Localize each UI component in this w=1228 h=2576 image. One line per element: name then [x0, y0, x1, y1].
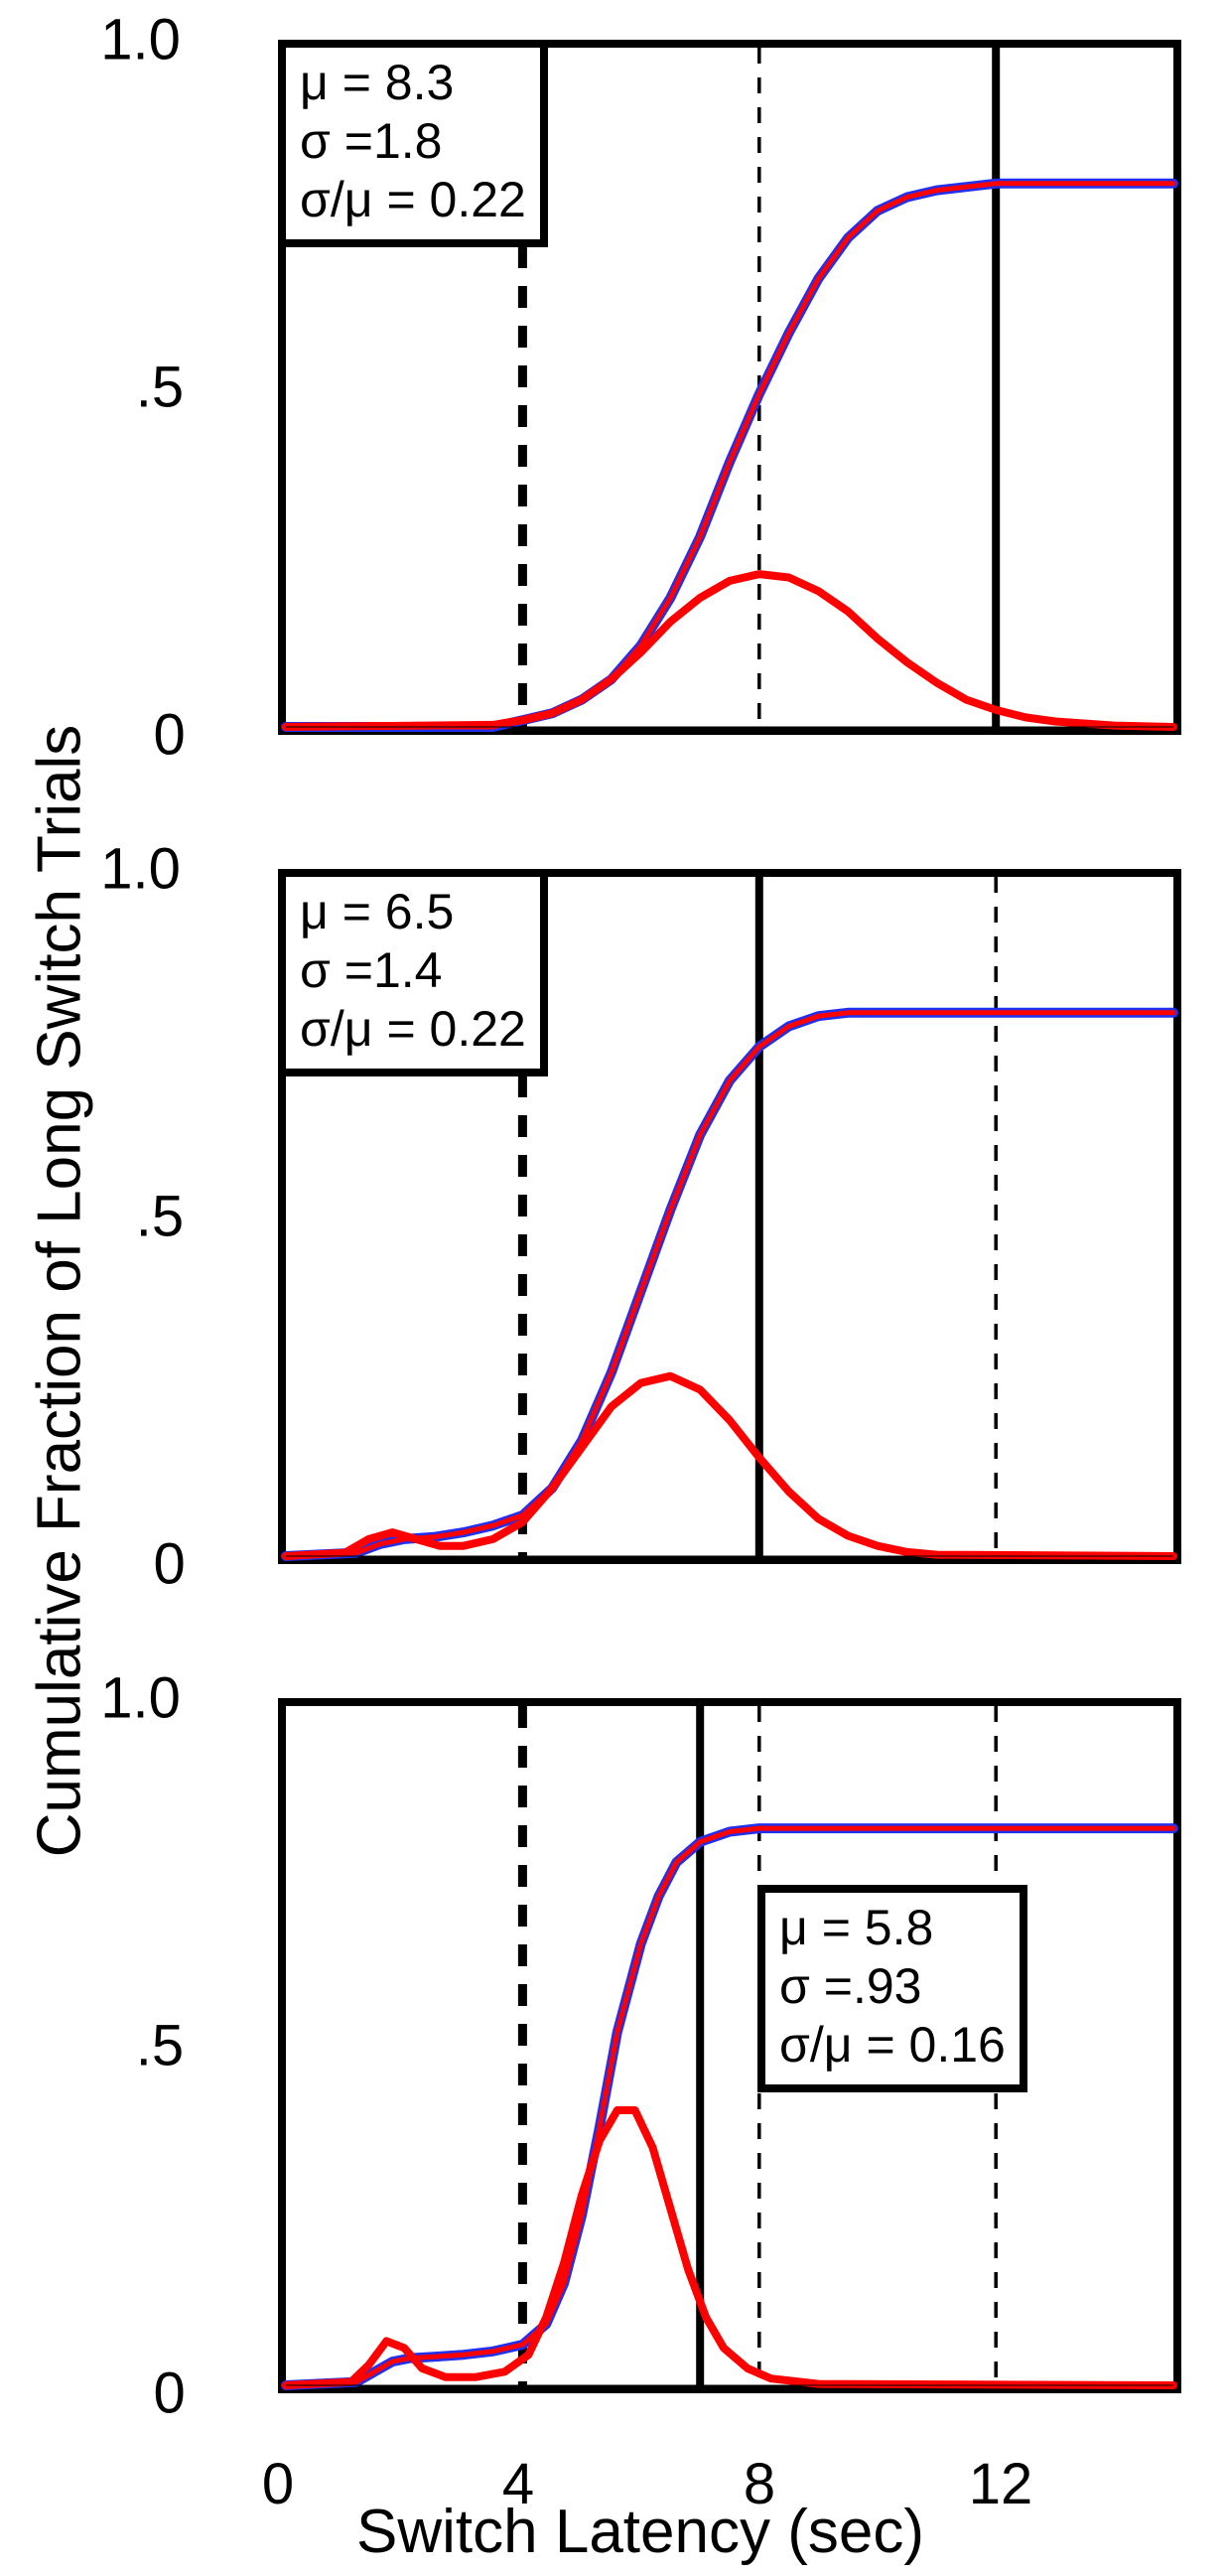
ytick: 1.0 [100, 836, 181, 903]
ytick: .5 [136, 355, 184, 421]
panel-2: 1.0 .5 0 μ = 6.5 σ =1.4 σ/μ = 0.22 [189, 859, 1191, 1614]
plot-area-1: μ = 8.3 σ =1.8 σ/μ = 0.22 [278, 40, 1181, 735]
stats-box-1: μ = 8.3 σ =1.8 σ/μ = 0.22 [278, 40, 548, 247]
stats-box-3: μ = 5.8 σ =.93 σ/μ = 0.16 [757, 1885, 1027, 2092]
stats-box-2: μ = 6.5 σ =1.4 σ/μ = 0.22 [278, 869, 548, 1076]
ytick: .5 [136, 1184, 184, 1250]
ytick: 0 [154, 1531, 186, 1598]
ytick: 1.0 [100, 1665, 181, 1732]
y-axis-label: Cumulative Fraction of Long Switch Trial… [25, 725, 95, 1858]
ytick: 1.0 [100, 7, 181, 73]
figure-container: Cumulative Fraction of Long Switch Trial… [69, 20, 1211, 2562]
stat-cv: σ/μ = 0.16 [779, 2016, 1006, 2075]
stat-mu: μ = 5.8 [779, 1899, 1006, 1957]
stat-sigma: σ =.93 [779, 1957, 1006, 2016]
stat-cv: σ/μ = 0.22 [300, 171, 526, 229]
stat-mu: μ = 8.3 [300, 54, 526, 112]
stat-sigma: σ =1.8 [300, 112, 526, 171]
stat-cv: σ/μ = 0.22 [300, 1000, 526, 1059]
plot-area-3: μ = 5.8 σ =.93 σ/μ = 0.16 [278, 1698, 1181, 2393]
xtick: 12 [969, 2451, 1033, 2517]
ytick: 0 [154, 2361, 186, 2427]
stat-mu: μ = 6.5 [300, 883, 526, 941]
panel-3: 1.0 .5 0 μ = 5.8 σ =.93 σ/μ = 0.16 0 4 8… [189, 1688, 1191, 2443]
plot-svg-3 [286, 1706, 1173, 2385]
ytick: .5 [136, 2013, 184, 2079]
x-axis-label: Switch Latency (sec) [356, 2497, 924, 2567]
xtick: 0 [262, 2451, 294, 2517]
ytick: 0 [154, 702, 186, 769]
panel-1: 1.0 .5 0 μ = 8.3 σ =1.8 σ/μ = 0.22 [189, 30, 1191, 785]
plot-area-2: μ = 6.5 σ =1.4 σ/μ = 0.22 [278, 869, 1181, 1564]
stat-sigma: σ =1.4 [300, 941, 526, 1000]
panel-stack: 1.0 .5 0 μ = 8.3 σ =1.8 σ/μ = 0.22 1.0 .… [189, 30, 1191, 2443]
